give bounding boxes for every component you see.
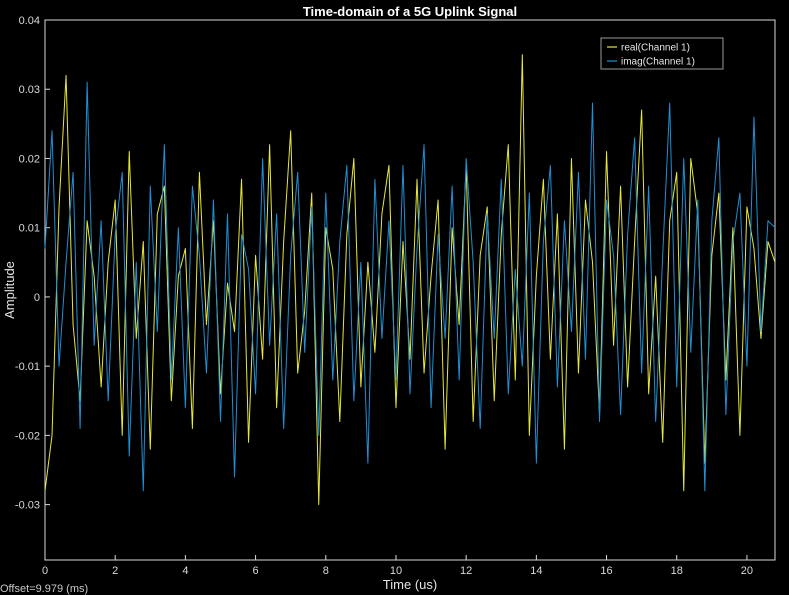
legend-box xyxy=(600,37,724,70)
legend-label-imag: imag(Channel 1) xyxy=(621,57,695,68)
axes: 0 2 4 6 8 10 12 14 16 18 20 -0.03 -0.02 -0.01 0 0.01 0.0… xyxy=(15,15,776,577)
x-axis-label: Time (us) xyxy=(383,577,437,592)
y-tick-label: 0.04 xyxy=(19,15,40,27)
y-axis-label: Amplitude xyxy=(2,261,17,319)
plot-area[interactable] xyxy=(44,54,776,506)
y-tick-label: -0.01 xyxy=(15,361,40,373)
x-tick-label: 16 xyxy=(600,565,612,577)
legend: real(Channel 1) imag(Channel 1) xyxy=(600,37,724,70)
x-tick-label: 4 xyxy=(182,565,188,577)
x-tick-label: 20 xyxy=(741,565,753,577)
x-tick-label: 14 xyxy=(530,565,542,577)
x-tick-label: 6 xyxy=(253,565,259,577)
y-tick-label: 0.01 xyxy=(19,223,40,235)
y-tick-label: -0.03 xyxy=(15,500,40,512)
offset-label: Offset=9.979 (ms) xyxy=(0,583,88,595)
series-line-real xyxy=(44,54,776,506)
x-tick-label: 8 xyxy=(323,565,329,577)
legend-label-real: real(Channel 1) xyxy=(621,43,690,54)
x-tick-label: 2 xyxy=(112,565,118,577)
plot-frame xyxy=(44,19,776,561)
series-line-imag xyxy=(44,81,776,492)
x-tick-label: 10 xyxy=(390,565,402,577)
x-tick-label: 18 xyxy=(671,565,683,577)
x-tick-label: 12 xyxy=(460,565,472,577)
y-tick-label: -0.02 xyxy=(15,430,40,442)
y-tick-label: 0.03 xyxy=(19,84,40,96)
y-tick-label: 0 xyxy=(34,292,40,304)
x-tick-label: 0 xyxy=(42,565,48,577)
chart-title: Time-domain of a 5G Uplink Signal xyxy=(303,4,517,19)
y-tick-label: 0.02 xyxy=(19,153,40,165)
